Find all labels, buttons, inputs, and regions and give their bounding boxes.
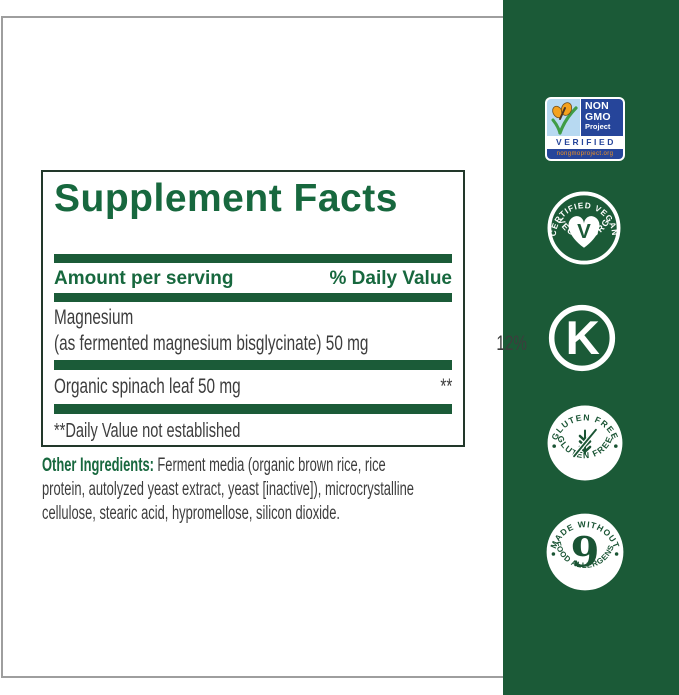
- nutrient-name: Magnesium: [54, 306, 134, 329]
- non-gmo-line3: Project: [585, 122, 611, 131]
- non-gmo-project-verified-badge: NON GMO Project VERIFIED nongmoproject.o…: [545, 97, 625, 161]
- other-ingredients-label: Other Ingredients:: [42, 455, 154, 476]
- non-gmo-line1: NON: [585, 100, 609, 112]
- divider-bar: [54, 293, 452, 302]
- other-ingredients: Other Ingredients: Ferment media (organic…: [42, 454, 482, 526]
- gluten-free-badge: GLUTEN FREE GLUTEN FREE: [546, 404, 624, 482]
- daily-value-label: % Daily Value: [329, 268, 452, 289]
- butterfly-icon: [547, 99, 580, 136]
- kosher-circle-k-badge: K: [545, 301, 619, 375]
- allergen-count-number: 9: [571, 527, 600, 576]
- supplement-facts-panel: Supplement Facts Amount per serving % Da…: [41, 170, 527, 447]
- non-gmo-top-row: NON GMO Project: [547, 99, 623, 136]
- other-ingredients-line: cellulose, stearic acid, hypromellose, s…: [42, 503, 341, 524]
- verified-label: VERIFIED: [547, 137, 623, 148]
- divider-bar: [54, 254, 452, 263]
- certification-band: NON GMO Project VERIFIED nongmoproject.o…: [503, 0, 679, 695]
- non-gmo-url: nongmoproject.org: [547, 149, 623, 159]
- other-ingredients-line: Other Ingredients: Ferment media (organic…: [42, 455, 386, 476]
- nutrient-row-magnesium: Magnesium (as fermented magnesium bisgly…: [54, 305, 527, 357]
- divider-bar: [54, 404, 452, 414]
- panel-header-row: Amount per serving % Daily Value: [54, 266, 452, 291]
- other-ingredients-line: protein, autolyzed yeast extract, yeast …: [42, 479, 414, 500]
- nutrient-row-spinach: Organic spinach leaf 50 mg **: [54, 374, 452, 399]
- non-gmo-line2: GMO: [585, 110, 611, 123]
- nutrient-detail: (as fermented magnesium bisglycinate) 50…: [54, 332, 369, 355]
- panel-title: Supplement Facts: [54, 177, 398, 220]
- divider-bar: [54, 360, 452, 370]
- crossed-wheat-icon: [571, 427, 599, 459]
- kosher-k-letter: K: [566, 312, 600, 365]
- nutrient-daily-value: **: [440, 375, 452, 398]
- non-gmo-wordmark: NON GMO Project: [581, 99, 623, 136]
- nutrient-name: Organic spinach leaf 50 mg: [54, 375, 241, 398]
- amount-per-serving-label: Amount per serving: [54, 268, 234, 289]
- made-without-9-allergens-badge: MADE WITHOUT FOOD ALLERGENS* 9: [543, 505, 625, 592]
- vegan-heart-icon: [568, 216, 600, 248]
- daily-value-footnote: **Daily Value not established: [54, 420, 241, 442]
- nutrient-daily-value: 12%: [496, 332, 527, 355]
- vegan-v-letter: V: [577, 220, 591, 243]
- certified-vegan-badge: CERTIFIED VEGAN VEGAN.ORG V: [546, 190, 622, 266]
